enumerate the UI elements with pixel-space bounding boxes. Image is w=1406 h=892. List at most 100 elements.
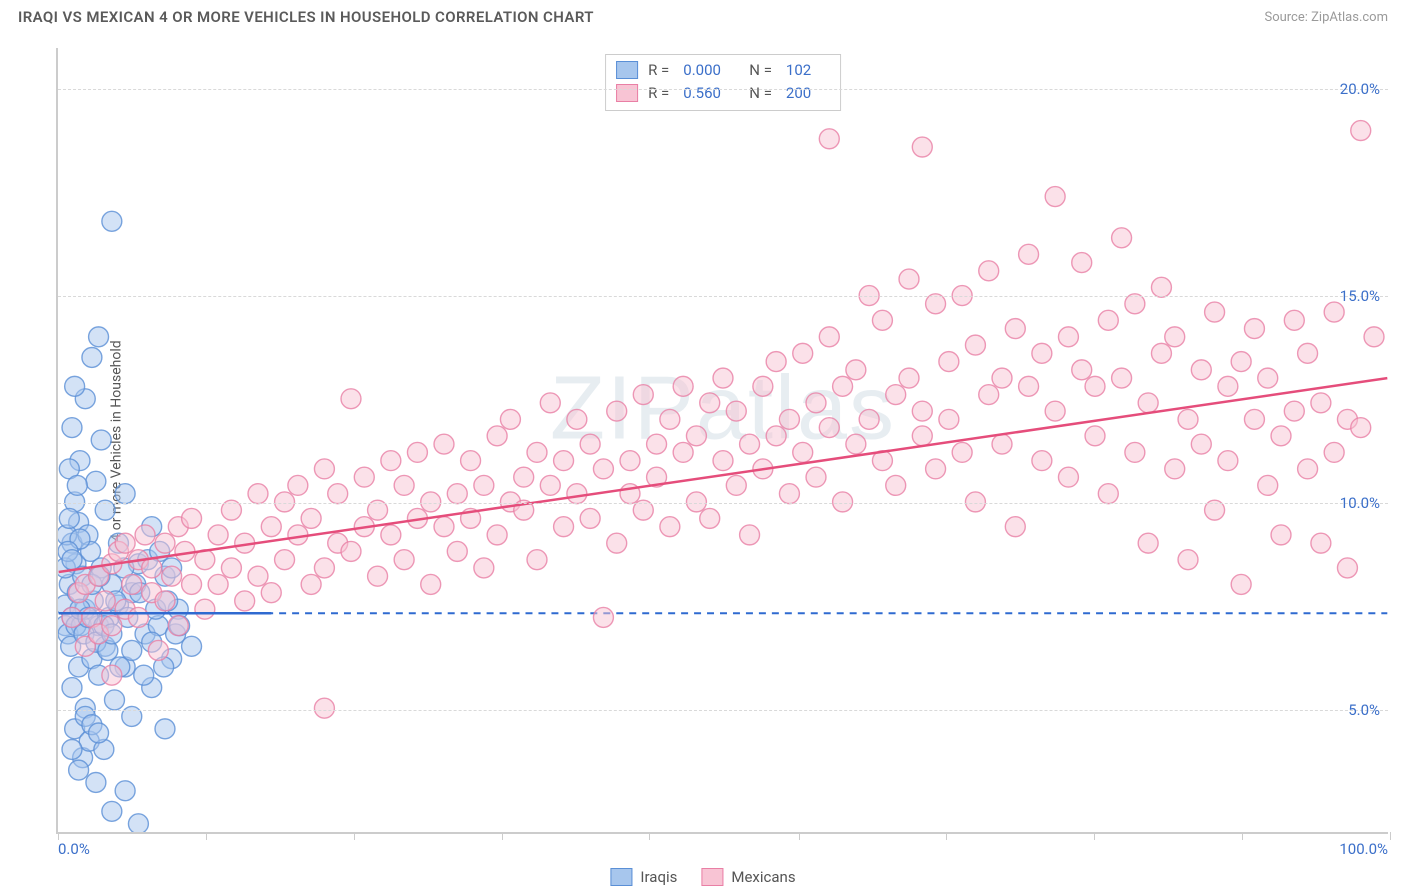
x-tick [58,832,59,840]
scatter-point [1311,533,1331,553]
y-tick-label: 20.0% [1340,80,1380,98]
scatter-point [301,508,321,528]
legend-n-label: N = [749,59,772,82]
scatter-point [1298,459,1318,479]
scatter-point [447,484,467,504]
scatter-point [1284,401,1304,421]
scatter-point [58,616,75,636]
scatter-point [162,566,182,586]
scatter-point [567,484,587,504]
scatter-point [102,624,122,644]
scatter-point [1151,343,1171,363]
scatter-point [368,566,388,586]
scatter-point [86,632,106,652]
scatter-point [593,459,613,479]
gridline-h [58,503,1388,504]
scatter-point [965,492,985,512]
scatter-point [70,599,90,619]
scatter-point [686,426,706,446]
y-tick-label: 15.0% [1340,287,1380,305]
scatter-point [91,558,111,578]
scatter-point [86,773,106,793]
scatter-point [474,475,494,495]
scatter-point [73,566,93,586]
scatter-point [114,558,134,578]
scatter-point [70,451,90,471]
scatter-point [314,558,334,578]
scatter-point [487,525,507,545]
scatter-point [146,599,166,619]
scatter-point [148,640,168,660]
scatter-point [59,508,79,528]
scatter-point [580,434,600,454]
scatter-point [109,541,129,561]
scatter-point [833,492,853,512]
scatter-point [846,434,866,454]
scatter-point [1165,459,1185,479]
scatter-point [1005,319,1025,339]
scatter-point [1244,409,1264,429]
scatter-point [102,574,122,594]
scatter-point [128,554,148,574]
scatter-point [102,554,122,574]
scatter-point [819,418,839,438]
scatter-point [58,624,78,644]
scatter-point [1178,550,1198,570]
scatter-point [1045,401,1065,421]
scatter-point [128,607,148,627]
scatter-point [740,434,760,454]
scatter-point [275,492,295,512]
scatter-point [75,599,95,619]
legend-n-label: N = [749,82,772,105]
scatter-point [580,508,600,528]
scatter-point [142,558,162,578]
scatter-point [1337,558,1357,578]
scatter-point [726,475,746,495]
scatter-point [886,385,906,405]
scatter-point [434,434,454,454]
scatter-point [74,624,94,644]
scatter-point [142,583,162,603]
scatter-point [341,541,361,561]
scatter-point [182,574,202,594]
scatter-point [540,393,560,413]
scatter-point [926,459,946,479]
scatter-point [1351,121,1371,141]
scatter-point [700,508,720,528]
scatter-point [1231,352,1251,372]
scatter-point [328,484,348,504]
scatter-point [979,385,999,405]
scatter-point [288,525,308,545]
scatter-point [135,624,155,644]
scatter-point [753,376,773,396]
scatter-point [89,723,109,743]
scatter-point [82,574,102,594]
scatter-point [69,583,89,603]
scatter-point [62,607,82,627]
scatter-point [593,607,613,627]
scatter-point [899,269,919,289]
scatter-point [1244,319,1264,339]
scatter-point [965,335,985,355]
scatter-point [952,442,972,462]
scatter-point [1098,484,1118,504]
scatter-point [846,360,866,380]
scatter-point [235,591,255,611]
chart-title: IRAQI VS MEXICAN 4 OR MORE VEHICLES IN H… [18,8,594,26]
scatter-point [67,475,87,495]
scatter-point [82,715,102,735]
x-tick [1390,832,1391,840]
scatter-point [314,698,334,718]
scatter-point [1258,475,1278,495]
scatter-point [912,401,932,421]
scatter-point [115,781,135,801]
legend-item: Mexicans [701,868,795,886]
scatter-point [713,451,733,471]
scatter-point [58,525,77,545]
scatter-point [95,636,115,656]
scatter-point [899,368,919,388]
correlation-legend: R =0.000N =102R =0.560N =200 [605,54,841,111]
legend-n-value: 200 [786,82,822,105]
scatter-point [261,517,281,537]
scatter-point [155,719,175,739]
